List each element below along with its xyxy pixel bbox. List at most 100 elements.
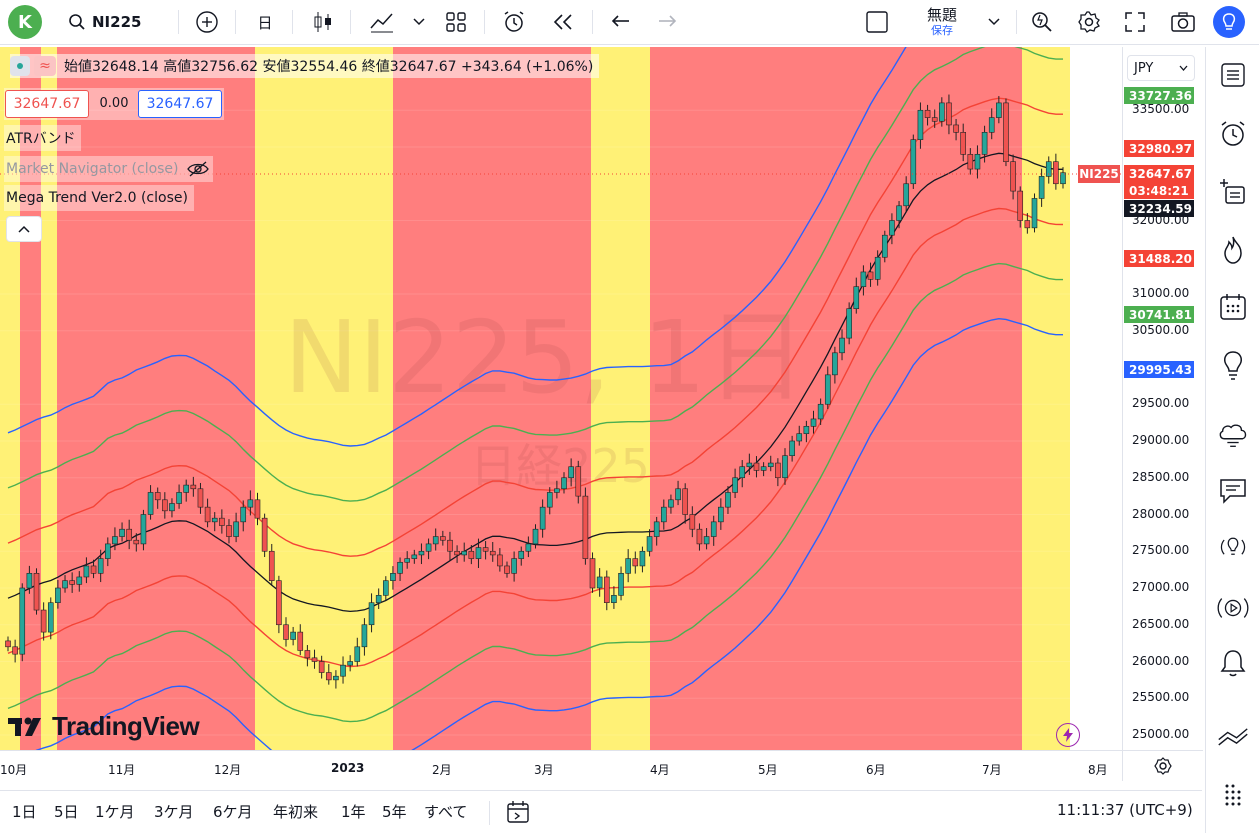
atr-upper-band-2 (7, 47, 1063, 502)
alerts-button[interactable] (1217, 118, 1249, 150)
range-5d[interactable]: 5日 (54, 803, 79, 821)
replay-button[interactable] (548, 6, 578, 38)
range-5y[interactable]: 5年 (382, 803, 407, 821)
time-tick-label: 5月 (758, 763, 778, 777)
lightbulb-icon (1222, 13, 1236, 30)
lightning-icon[interactable] (1056, 723, 1080, 747)
bull-candle (404, 558, 410, 563)
redo-button[interactable] (652, 6, 682, 38)
broadcast-bulb-icon (1220, 537, 1246, 555)
layout-select-button[interactable] (862, 6, 892, 38)
tradingview-logo[interactable]: TradingView (8, 711, 200, 742)
bull-candle (97, 558, 104, 574)
price-chart[interactable]: NI225, 1日 日経225 (0, 47, 1122, 750)
bear-candle (447, 539, 453, 552)
goto-date-button[interactable] (505, 799, 531, 829)
layout-name[interactable]: 無題 保存 (912, 6, 972, 38)
tradingview-logo-icon (8, 717, 41, 736)
alert-button[interactable] (498, 6, 530, 38)
fullscreen-button[interactable] (1120, 6, 1150, 38)
indicators-dropdown[interactable] (410, 6, 428, 38)
bull-candle (411, 554, 418, 559)
price-box: 03:48:21 (1124, 182, 1194, 199)
bull-candle (782, 455, 788, 479)
currency-select[interactable]: JPY (1127, 55, 1195, 81)
range-all[interactable]: すべて (424, 803, 468, 821)
bull-candle (383, 580, 389, 596)
time-scale[interactable] (0, 750, 1122, 781)
bull-candle (390, 572, 396, 581)
top-toolbar: K NI225 日 無題 保存 (0, 0, 1259, 45)
bull-candle (1038, 176, 1045, 199)
bull-candle (732, 477, 738, 493)
trend-panel-button[interactable] (1217, 720, 1249, 752)
redo-icon (659, 15, 677, 27)
collapse-legend-button[interactable] (6, 216, 42, 242)
chats-button[interactable] (1217, 475, 1249, 507)
market-status-icon[interactable]: ≈ (34, 56, 56, 76)
broadcast-button[interactable] (1217, 592, 1249, 624)
chart-pane[interactable]: NI225, 1日 日経225 ≈ 始値32648.14 高値32756.62 … (0, 47, 1122, 750)
indicators-button[interactable] (366, 6, 398, 38)
bull-candle (910, 139, 917, 185)
quick-search-button[interactable] (1026, 6, 1056, 38)
chart-type-button[interactable] (308, 6, 338, 38)
ideas-button[interactable] (1217, 350, 1249, 382)
compare-add-button[interactable] (192, 6, 222, 38)
status-dot-icon[interactable] (10, 56, 30, 76)
range-3m[interactable]: 3ケ月 (154, 803, 194, 821)
bull-candle (881, 234, 888, 258)
indicator-atr-band[interactable]: ATRバンド (4, 125, 82, 151)
undo-button[interactable] (606, 6, 636, 38)
minds-button[interactable] (1217, 419, 1249, 451)
indicator-market-navigator[interactable]: Market Navigator (close) (4, 156, 213, 182)
chart-area[interactable]: NI225, 1日 日経225 ≈ 始値32648.14 高値32756.62 … (0, 47, 1203, 834)
buy-button[interactable]: 32647.67 (138, 90, 222, 118)
bull-candle (568, 466, 574, 479)
search-icon (69, 14, 85, 30)
price-box: 32980.97 (1124, 140, 1194, 157)
bear-candle (1024, 220, 1031, 229)
streams-button[interactable] (1217, 532, 1249, 564)
plus-circle-icon (196, 11, 218, 33)
bull-candle (817, 403, 824, 420)
range-1d[interactable]: 1日 (12, 803, 37, 821)
symbol-search[interactable]: NI225 (68, 6, 158, 38)
indicator-mega-trend[interactable]: Mega Trend Ver2.0 (close) (4, 185, 194, 211)
eye-hidden-icon[interactable] (186, 161, 209, 177)
drag-handle[interactable] (1217, 779, 1249, 811)
bear-candle (682, 488, 688, 515)
bull-candle (803, 425, 810, 434)
bear-candle (504, 565, 510, 574)
quick-search-icon (1032, 12, 1052, 32)
layout-dropdown[interactable] (984, 6, 1004, 38)
range-1y[interactable]: 1年 (341, 803, 366, 821)
hotlists-button[interactable] (1217, 234, 1249, 266)
range-ytd[interactable]: 年初来 (273, 803, 319, 821)
notifications-button[interactable] (1217, 647, 1249, 679)
price-box: 33727.36 (1124, 87, 1194, 104)
bear-candle (1010, 161, 1016, 192)
range-1m[interactable]: 1ケ月 (95, 803, 135, 821)
bull-candle (939, 102, 945, 122)
clock-timezone[interactable]: 11:11:37 (UTC+9) (1057, 801, 1193, 819)
bear-candle (440, 536, 446, 541)
bear-candle (1003, 102, 1009, 163)
templates-button[interactable] (441, 6, 471, 38)
bull-candle (375, 595, 382, 603)
publish-idea-button[interactable] (1213, 6, 1245, 38)
calendar-button[interactable] (1217, 291, 1249, 323)
object-tree-button[interactable] (1217, 176, 1249, 208)
snapshot-button[interactable] (1168, 6, 1198, 38)
settings-button[interactable] (1074, 6, 1104, 38)
range-6m[interactable]: 6ケ月 (213, 803, 253, 821)
sell-button[interactable]: 32647.67 (5, 90, 89, 118)
time-tick-label: 10月 (0, 763, 28, 777)
avatar[interactable]: K (8, 5, 42, 39)
bull-candle (639, 550, 646, 567)
price-scale[interactable] (1122, 47, 1203, 750)
watchlist-button[interactable] (1217, 59, 1249, 91)
interval-button[interactable]: 日 (250, 6, 280, 38)
scale-settings-button[interactable] (1122, 750, 1203, 781)
watermark-name: 日経225 (470, 439, 650, 493)
